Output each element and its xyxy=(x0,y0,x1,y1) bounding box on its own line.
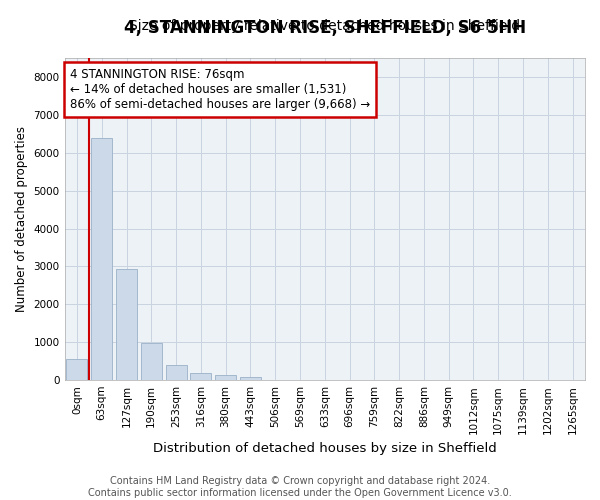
Text: 4 STANNINGTON RISE: 76sqm
← 14% of detached houses are smaller (1,531)
86% of se: 4 STANNINGTON RISE: 76sqm ← 14% of detac… xyxy=(70,68,370,110)
Bar xyxy=(240,377,261,380)
Text: 4, STANNINGTON RISE, SHEFFIELD, S6 5HH: 4, STANNINGTON RISE, SHEFFIELD, S6 5HH xyxy=(124,19,526,37)
Bar xyxy=(67,359,88,380)
Bar xyxy=(91,138,112,380)
X-axis label: Distribution of detached houses by size in Sheffield: Distribution of detached houses by size … xyxy=(153,442,497,455)
Bar xyxy=(190,374,211,380)
Bar xyxy=(215,375,236,380)
Bar xyxy=(116,269,137,380)
Title: Size of property relative to detached houses in Sheffield: Size of property relative to detached ho… xyxy=(129,19,520,33)
Bar xyxy=(166,366,187,380)
Y-axis label: Number of detached properties: Number of detached properties xyxy=(15,126,28,312)
Text: Contains HM Land Registry data © Crown copyright and database right 2024.
Contai: Contains HM Land Registry data © Crown c… xyxy=(88,476,512,498)
Bar xyxy=(141,343,162,380)
